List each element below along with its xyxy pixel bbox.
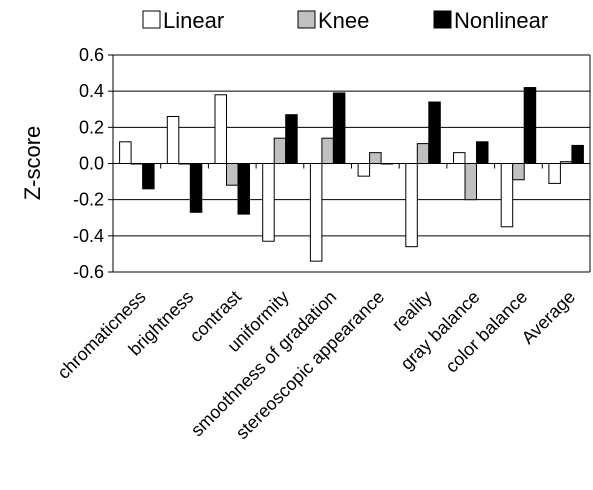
- legend-label-knee: Knee: [318, 8, 369, 33]
- legend-label-linear: Linear: [163, 8, 224, 33]
- bars: [119, 87, 584, 262]
- legend-swatch-linear: [142, 10, 161, 29]
- category-labels: chromaticnessbrightnesscontrastuniformit…: [53, 287, 578, 443]
- bar-linear: [548, 163, 561, 184]
- bar-nonlinear: [332, 92, 346, 164]
- bar-knee: [273, 137, 287, 164]
- y-tick-label: 0.2: [79, 117, 104, 137]
- bar-knee: [416, 143, 430, 165]
- bar-nonlinear: [571, 144, 584, 165]
- y-tick-label: -0.2: [73, 190, 104, 210]
- bar-linear: [357, 163, 371, 177]
- y-tick-label: -0.6: [73, 262, 104, 282]
- bar-knee: [512, 163, 525, 181]
- bar-nonlinear: [237, 163, 250, 215]
- bar-linear: [119, 141, 132, 165]
- y-tick-label: 0.4: [79, 81, 104, 101]
- bar-linear: [214, 94, 227, 164]
- y-tick-label: -0.4: [73, 226, 104, 246]
- legend: Linear Knee Nonlinear: [142, 8, 548, 33]
- bar-linear: [166, 115, 180, 164]
- bar-nonlinear: [189, 163, 203, 213]
- bar-nonlinear: [142, 163, 155, 190]
- legend-label-nonlinear: Nonlinear: [454, 8, 548, 33]
- bar-knee: [226, 163, 239, 186]
- bar-linear: [405, 163, 418, 248]
- bar-knee: [369, 152, 382, 164]
- bar-nonlinear: [285, 114, 298, 165]
- bar-linear: [262, 163, 275, 242]
- bar-nonlinear: [476, 141, 489, 165]
- bar-nonlinear: [523, 87, 537, 164]
- y-axis-title: Z-score: [20, 126, 45, 201]
- bar-linear: [309, 163, 323, 262]
- bar-knee: [321, 137, 334, 164]
- legend-swatch-nonlinear: [433, 10, 452, 29]
- bar-linear: [500, 163, 514, 228]
- y-tick-label: 0.0: [79, 154, 104, 174]
- category-label: Average: [518, 287, 579, 348]
- axes: [112, 55, 591, 272]
- bar-linear: [453, 152, 466, 164]
- legend-swatch-knee: [297, 10, 316, 29]
- y-tick-label: 0.6: [79, 45, 104, 65]
- bar-nonlinear: [428, 101, 441, 165]
- bar-knee: [464, 163, 477, 201]
- y-tick-labels: 0.6 0.4 0.2 0.0 -0.2 -0.4 -0.6: [73, 45, 104, 282]
